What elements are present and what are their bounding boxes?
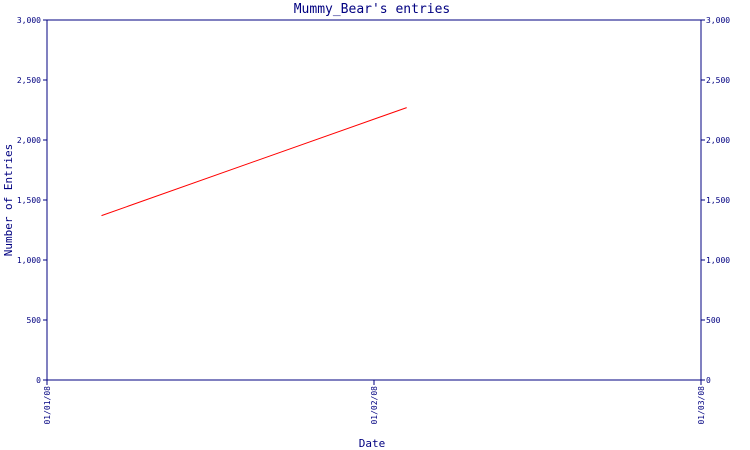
y-tick-label-left: 3,000 xyxy=(17,16,41,25)
y-axis-label: Number of Entries xyxy=(2,144,15,257)
series-group xyxy=(101,107,407,217)
x-tick-label: 01/03/08 xyxy=(697,386,706,425)
y-tick-label-right: 2,000 xyxy=(706,136,730,145)
y-tick-label-right: 0 xyxy=(706,376,711,385)
y-tick-label-right: 1,500 xyxy=(706,196,730,205)
y-tick-label-left: 1,000 xyxy=(17,256,41,265)
x-axis-label: Date xyxy=(359,437,386,450)
y-tick-label-left: 1,500 xyxy=(17,196,41,205)
y-axis-right: 0 500 1,000 1,500 2,000 2,500 3,000 xyxy=(701,16,730,385)
y-tick-label-left: 500 xyxy=(27,316,42,325)
x-axis: 01/01/08 01/02/08 01/03/08 xyxy=(43,380,706,425)
x-tick-label: 01/01/08 xyxy=(43,386,52,425)
x-tick-label: 01/02/08 xyxy=(370,386,379,425)
series-line xyxy=(101,107,407,217)
y-tick-label-right: 3,000 xyxy=(706,16,730,25)
y-tick-label-right: 2,500 xyxy=(706,76,730,85)
y-tick-label-left: 2,000 xyxy=(17,136,41,145)
chart-title: Mummy_Bear's entries xyxy=(294,2,451,17)
y-axis-left: 0 500 1,000 1,500 2,000 2,500 3,000 xyxy=(17,16,47,385)
y-tick-label-right: 500 xyxy=(706,316,721,325)
y-tick-label-left: 0 xyxy=(36,376,41,385)
y-tick-label-left: 2,500 xyxy=(17,76,41,85)
y-tick-label-right: 1,000 xyxy=(706,256,730,265)
